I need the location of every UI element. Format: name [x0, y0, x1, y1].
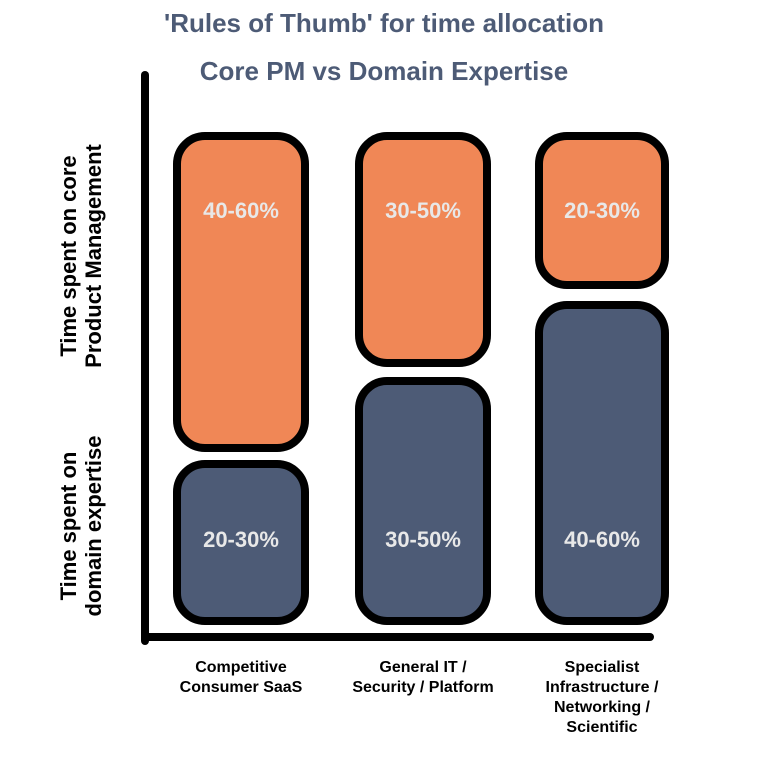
data-label-core-pm-2: 30-50% [385, 198, 461, 223]
chart-subtitle: Core PM vs Domain Expertise [199, 56, 569, 86]
bar-domain-expertise-3 [535, 301, 669, 625]
category-label-1-line1: Competitive [195, 659, 287, 676]
category-label-3-line2: Infrastructure / [545, 679, 659, 696]
category-label-2-line2: Security / Platform [352, 679, 494, 696]
category-label-3-line4: Scientific [566, 719, 638, 736]
data-label-domain-expertise-3: 40-60% [564, 527, 640, 552]
category-label-1: Competitive Consumer SaaS [146, 658, 336, 698]
bar-core-pm-3 [535, 132, 669, 289]
data-label-core-pm-1: 40-60% [203, 198, 279, 223]
chart-title: 'Rules of Thumb' for time allocation [164, 8, 604, 38]
category-label-2: General IT / Security / Platform [328, 658, 518, 698]
bar-domain-expertise-2 [355, 377, 491, 625]
category-label-3-line1: Specialist [564, 659, 640, 676]
bar-core-pm-1 [173, 132, 309, 452]
data-label-domain-expertise-2: 30-50% [385, 527, 461, 552]
category-label-1-line2: Consumer SaaS [179, 679, 303, 696]
category-label-2-line1: General IT / [379, 659, 467, 676]
data-label-core-pm-3: 20-30% [564, 198, 640, 223]
category-label-3: Specialist Infrastructure / Networking / Sc… [507, 658, 697, 738]
category-label-3-line3: Networking / [553, 699, 650, 716]
data-label-domain-expertise-1: 20-30% [203, 527, 279, 552]
bars-group: 40-60% 20-30% 30-50% 30-50% 20-30% 40-60% [173, 132, 669, 625]
bar-domain-expertise-1 [173, 460, 309, 625]
bar-core-pm-2 [355, 132, 491, 367]
